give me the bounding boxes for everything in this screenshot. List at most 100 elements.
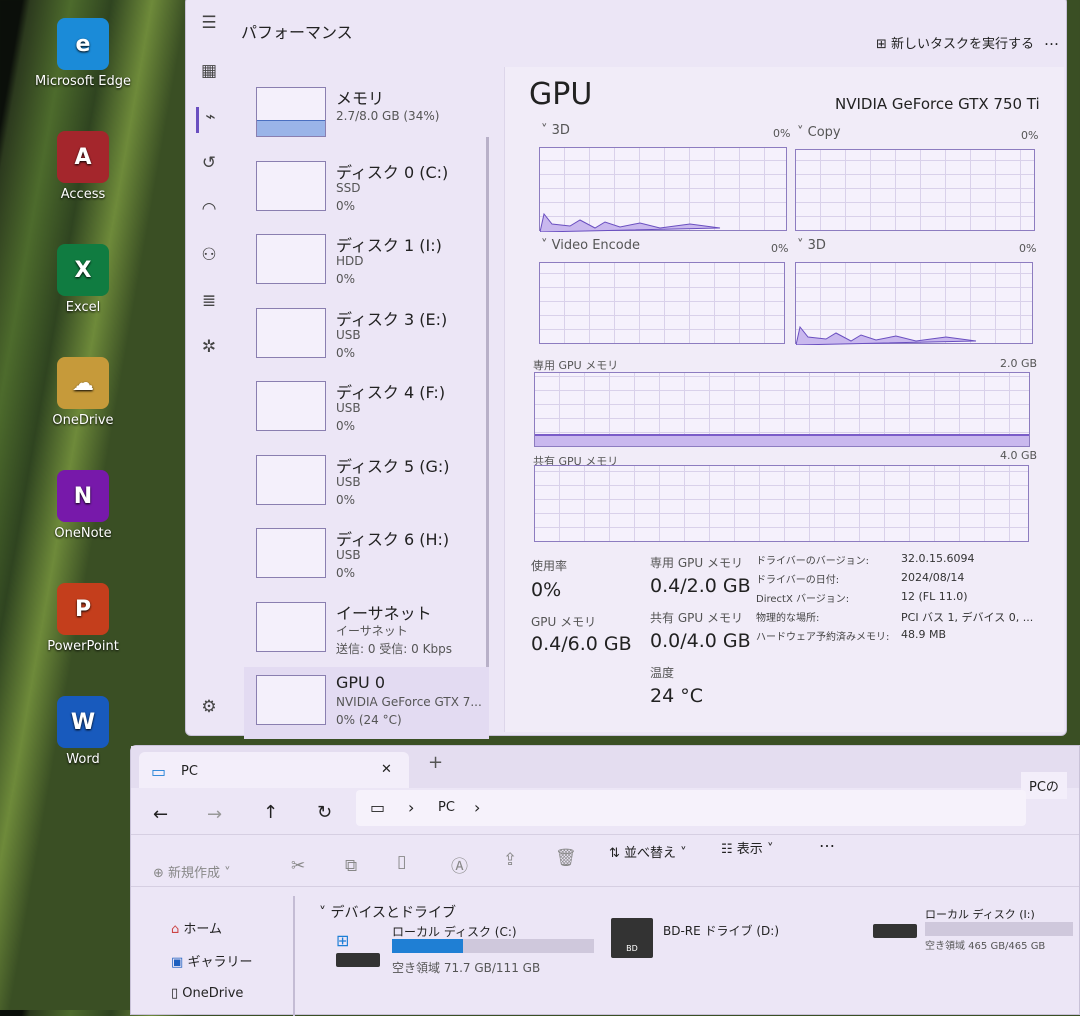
graph-percent: 0% — [1021, 129, 1039, 142]
drive-i[interactable]: ローカル ディスク (I:) 空き領域 465 GB/465 GB — [873, 906, 1073, 956]
perf-item[interactable]: ディスク 3 (E:) USB 0% — [244, 300, 489, 372]
perf-thumbnail — [256, 601, 326, 652]
graph-percent: 0% — [771, 242, 789, 255]
graph-label[interactable]: ˅ 3D — [797, 238, 826, 253]
startup-apps-icon[interactable]: ◠ — [201, 199, 217, 219]
nav-gallery[interactable]: ▣ ギャラリー — [171, 955, 253, 970]
perf-thumbnail — [256, 381, 326, 431]
app-icon: P — [57, 583, 109, 635]
perf-item[interactable]: ディスク 6 (H:) USB 0% — [244, 520, 489, 592]
perf-item[interactable]: ディスク 4 (F:) USB 0% — [244, 373, 489, 445]
chevron-right-icon: › — [408, 798, 415, 817]
drive-icon — [873, 924, 917, 938]
shared-mem-max: 4.0 GB — [1000, 449, 1038, 462]
app-icon: e — [57, 18, 109, 70]
section-devices-drives[interactable]: ˅ デバイスとドライブ — [319, 905, 457, 921]
perf-item[interactable]: GPU 0 NVIDIA GeForce GTX 7... 0% (24 °C) — [244, 667, 489, 739]
app-icon: N — [57, 470, 109, 522]
app-icon: A — [57, 131, 109, 183]
nav-scrollbar[interactable] — [293, 896, 295, 1016]
perf-thumbnail — [256, 528, 326, 578]
close-tab-icon[interactable]: ✕ — [381, 762, 392, 777]
perf-thumbnail — [256, 87, 326, 137]
detail-key: ドライバーのバージョン: — [756, 556, 869, 567]
chevron-right-icon: › — [474, 798, 481, 817]
drive-c[interactable]: ⊞ ローカル ディスク (C:) 空き領域 71.7 GB/111 GB — [336, 925, 636, 981]
app-history-icon[interactable]: ↺ — [201, 153, 217, 173]
dedicated-mem-label: 専用 GPU メモリ — [533, 359, 619, 372]
copy-icon[interactable]: ⧉ — [345, 856, 358, 876]
graph-label[interactable]: ˅ Copy — [797, 125, 841, 140]
rename-icon[interactable]: Ⓐ — [451, 857, 468, 877]
perf-item[interactable]: ディスク 1 (I:) HDD 0% — [244, 226, 489, 298]
tab-pc[interactable]: ▭ PC ✕ — [139, 752, 409, 788]
graph-line — [540, 212, 721, 232]
performance-icon[interactable]: ⌁ — [196, 107, 222, 133]
desktop-icon[interactable]: W Word — [28, 696, 138, 767]
more-options-button[interactable]: … — [1044, 31, 1059, 49]
detail-key: ドライバーの日付: — [756, 575, 840, 586]
up-arrow-icon[interactable]: ↑ — [263, 802, 279, 823]
graph-label[interactable]: ˅ Video Encode — [541, 238, 640, 253]
list-scrollbar[interactable] — [486, 137, 489, 707]
perf-item[interactable]: ディスク 5 (G:) USB 0% — [244, 447, 489, 519]
perf-thumbnail — [256, 675, 326, 725]
dedicated-mem-graph — [534, 372, 1030, 447]
gpu-engine-graph — [795, 149, 1035, 231]
usage-label: 使用率 — [531, 559, 568, 573]
processes-icon[interactable]: ▦ — [200, 61, 218, 81]
shared-mem-label: 共有 GPU メモリ — [533, 455, 619, 468]
temperature-value: 24 °C — [650, 685, 703, 707]
address-bar[interactable]: ▭ › PC › — [356, 790, 1026, 826]
perf-item[interactable]: イーサネット イーサネット 送信: 0 受信: 0 Kbps — [244, 594, 489, 666]
app-icon: W — [57, 696, 109, 748]
perf-item[interactable]: ディスク 0 (C:) SSD 0% — [244, 153, 489, 225]
detail-key: ハードウェア予約済みメモリ: — [756, 632, 890, 643]
paste-icon[interactable]: ▯ — [397, 852, 407, 872]
address-path: PC — [438, 800, 455, 815]
desktop-icon[interactable]: ☁ OneDrive — [28, 357, 138, 428]
sort-button[interactable]: ⇅ 並べ替え ˅ — [609, 846, 687, 861]
graph-percent: 0% — [773, 127, 791, 140]
detail-key: DirectX バージョン: — [756, 594, 850, 605]
new-tab-button[interactable]: + — [428, 752, 444, 773]
services-icon[interactable]: ✲ — [201, 337, 217, 357]
perf-item[interactable]: メモリ 2.7/8.0 GB (34%) — [244, 79, 489, 151]
usage-value: 0% — [531, 579, 562, 601]
more-button[interactable]: … — [819, 832, 835, 851]
gpu-engine-graph — [795, 262, 1033, 345]
refresh-icon[interactable]: ↻ — [317, 802, 333, 823]
graph-label[interactable]: ˅ 3D — [541, 123, 570, 138]
pc-monitor-icon: ▭ — [151, 762, 167, 781]
detail-value: 32.0.15.6094 — [901, 552, 975, 565]
graph-percent: 0% — [1019, 242, 1037, 255]
shared-mem-graph — [534, 465, 1029, 542]
run-new-task-button[interactable]: ⊞ 新しいタスクを実行する — [876, 37, 1035, 52]
back-arrow-icon[interactable]: ← — [153, 804, 169, 825]
new-button[interactable]: ⊕ 新規作成 ˅ — [153, 866, 231, 881]
view-button[interactable]: ☷ 表示 ˅ — [721, 842, 774, 857]
desktop-icon[interactable]: N OneNote — [28, 470, 138, 541]
hamburger-menu-icon[interactable]: ☰ — [201, 13, 217, 33]
details-icon[interactable]: ≣ — [201, 291, 217, 311]
settings-gear-icon[interactable]: ⚙ — [201, 697, 217, 717]
nav-home[interactable]: ⌂ ホーム — [171, 922, 223, 937]
desktop-icon[interactable]: A Access — [28, 131, 138, 202]
run-task-icon: ⊞ — [876, 37, 892, 52]
windows-logo-icon: ⊞ — [336, 931, 350, 950]
nav-onedrive[interactable]: ▯ OneDrive — [171, 986, 244, 1001]
delete-icon[interactable]: 🗑 — [555, 848, 577, 868]
app-icon: X — [57, 244, 109, 296]
other-tab[interactable]: PCの — [1021, 772, 1067, 799]
drive-d[interactable]: BD BD-RE ドライブ (D:) — [611, 918, 811, 968]
cut-icon[interactable]: ✂ — [291, 856, 306, 876]
app-icon: ☁ — [57, 357, 109, 409]
desktop-icon[interactable]: X Excel — [28, 244, 138, 315]
desktop-icon[interactable]: P PowerPoint — [28, 583, 138, 654]
users-icon[interactable]: ⚇ — [201, 245, 217, 265]
shared-value: 0.0/4.0 GB — [650, 630, 751, 652]
share-icon[interactable]: ⇪ — [503, 850, 518, 870]
desktop-icon[interactable]: e Microsoft Edge — [28, 18, 138, 89]
detail-value: 12 (FL 11.0) — [901, 590, 968, 603]
forward-arrow-icon[interactable]: → — [207, 804, 223, 825]
